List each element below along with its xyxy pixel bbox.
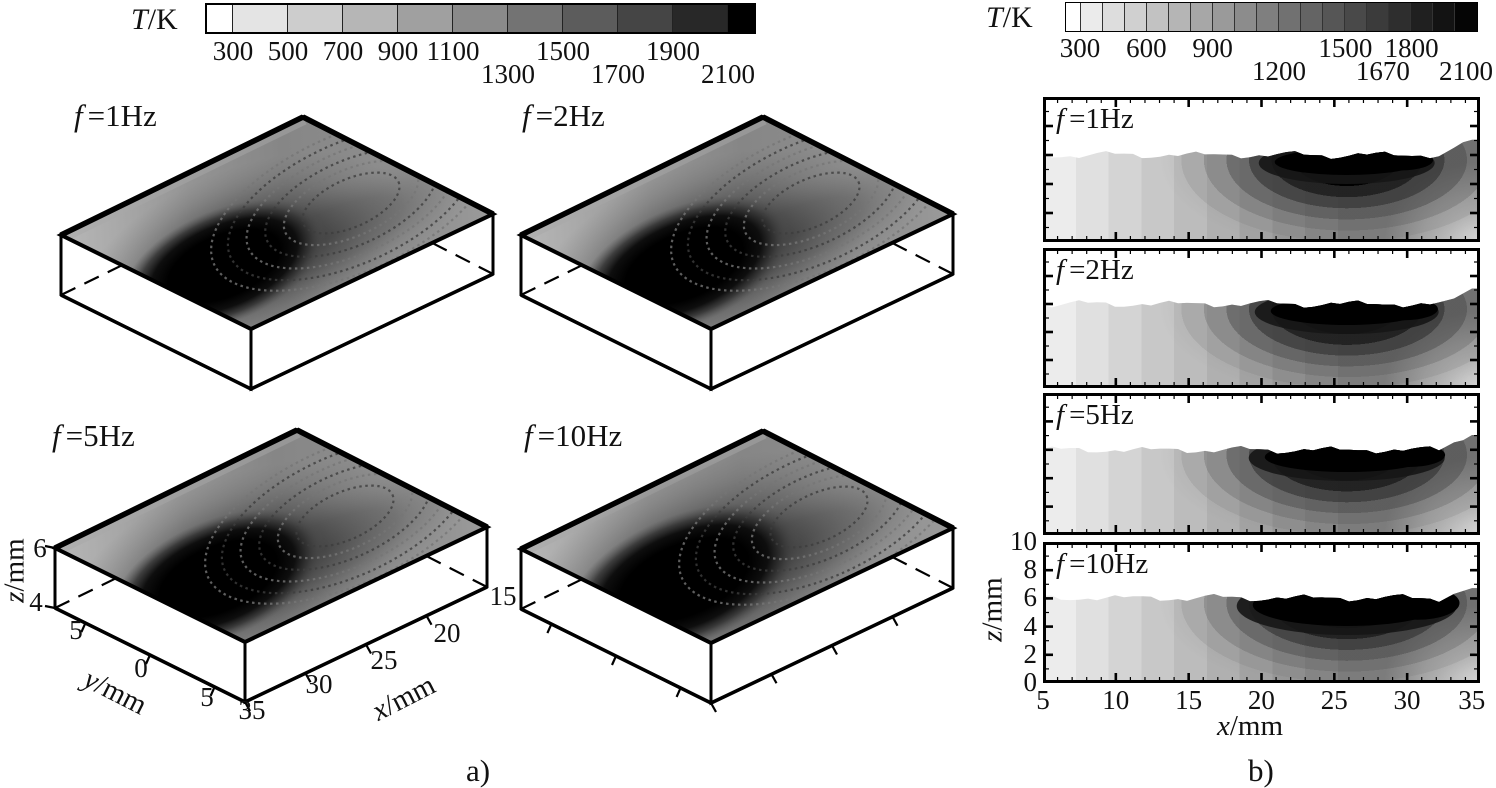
caption-b: b)	[1248, 753, 1274, 788]
a-y-tick-label: 0	[134, 653, 148, 683]
colorbar-right-segment	[1344, 3, 1367, 31]
colorbar-left-tick-label: 1100	[426, 36, 480, 66]
panel-b-f1hz-label: f =1Hz	[1056, 103, 1134, 135]
b-x-tick-label: 35	[1458, 685, 1486, 715]
colorbar-right-tick-label: 900	[1192, 33, 1233, 63]
b-x-tick-label: 20	[1247, 685, 1275, 715]
colorbar-right-segment	[1278, 3, 1301, 31]
colorbar-right-tick-label: 1800	[1384, 33, 1439, 63]
colorbar-right-segment	[1388, 3, 1411, 31]
b-z-tick-label: 2	[1023, 638, 1038, 669]
panel-a-f2hz-label: f =2Hz	[522, 98, 605, 133]
colorbar-left-tick-label: 500	[267, 36, 309, 66]
a-y-tick-label: 5	[200, 682, 214, 712]
b-z-tick-label: 6	[1023, 582, 1038, 613]
colorbar-right	[1065, 2, 1478, 32]
colorbar-left-title-symbol: T	[131, 3, 148, 36]
b-x-tick-label: 10	[1102, 685, 1130, 715]
surface-box-f2hz	[516, 114, 958, 392]
panel-b-f10hz-label: f =10Hz	[1056, 548, 1149, 580]
panel-a-f10hz-label: f =10Hz	[524, 418, 623, 453]
surface-box-f1hz	[56, 114, 498, 392]
a-x-tick-label: 15	[489, 581, 517, 611]
colorbar-right-tick-label: 1200	[1252, 56, 1306, 86]
colorbar-right-tick-label: 2100	[1439, 56, 1493, 86]
b-z-tick-label: 10	[1010, 526, 1037, 556]
colorbar-right-segment	[1322, 3, 1345, 31]
a-z-tick-label: 4	[29, 587, 43, 617]
colorbar-left-segment	[673, 5, 728, 32]
b-x-tick-label: 15	[1175, 685, 1203, 715]
colorbar-right-segment	[1066, 3, 1081, 31]
colorbar-right-tick-label: 1500	[1318, 33, 1373, 63]
colorbar-left-segment	[207, 5, 233, 32]
colorbar-left-tick-label: 700	[322, 36, 364, 66]
colorbar-left-tick-label: 1900	[646, 36, 700, 66]
colorbar-left-segment	[288, 5, 343, 32]
caption-a: a)	[466, 753, 491, 788]
colorbar-right-title-symbol: T	[986, 1, 1003, 34]
surface-box-f5hz	[44, 427, 492, 712]
colorbar-right-segment	[1102, 3, 1125, 31]
colorbar-left-title: T/K	[131, 3, 178, 37]
colorbar-left-tick-label: 1300	[481, 59, 535, 89]
b-z-tick-label: 8	[1023, 554, 1038, 585]
colorbar-right-segment	[1432, 3, 1455, 31]
colorbar-right-segment	[1080, 3, 1103, 31]
colorbar-right-tick-label: 300	[1059, 33, 1101, 63]
colorbar-left-segment	[618, 5, 673, 32]
panel-a-f5hz-label: f =5Hz	[52, 418, 135, 453]
colorbar-left-segment	[728, 5, 754, 32]
colorbar-right-segment	[1146, 3, 1169, 31]
surface-plots-svg	[44, 114, 958, 713]
colorbar-right-title-unit: /K	[1002, 1, 1033, 34]
b-x-tick-label: 5	[1036, 685, 1050, 715]
colorbar-right-tick-label: 600	[1126, 33, 1167, 63]
colorbar-left-tick-label: 300	[212, 36, 254, 66]
b-x-tick-label: 25	[1320, 685, 1348, 715]
colorbar-left-tick-label: 900	[377, 36, 419, 66]
colorbar-right-segment	[1124, 3, 1147, 31]
colorbar-left-segment	[508, 5, 563, 32]
colorbar-right-segment	[1168, 3, 1191, 31]
colorbar-right-segment	[1190, 3, 1213, 31]
colorbar-right-segment	[1212, 3, 1235, 31]
a-y-tick-label: 5	[69, 615, 83, 645]
b-z-tick-label: 0	[1023, 667, 1038, 697]
colorbar-right-segment	[1366, 3, 1389, 31]
panel-b-f2hz-label: f =2Hz	[1056, 254, 1134, 286]
colorbar-left-segment	[343, 5, 398, 32]
colorbar-right-segment	[1256, 3, 1279, 31]
colorbar-right-segment	[1454, 3, 1477, 31]
colorbar-left-tick-label: 2100	[701, 59, 755, 89]
surface-plot-group	[0, 88, 985, 748]
b-z-tick-label: 4	[1023, 610, 1038, 641]
b-z-axis-title: z/mm	[976, 577, 1009, 642]
colorbar-left-segment	[233, 5, 288, 32]
panel-b-f5hz-label: f =5Hz	[1056, 399, 1134, 431]
colorbar-right-segment	[1300, 3, 1323, 31]
colorbar-left-segment	[398, 5, 453, 32]
colorbar-right-title: T/K	[986, 1, 1033, 35]
colorbar-left-segment	[563, 5, 618, 32]
colorbar-left	[205, 3, 756, 34]
b-x-tick-label: 30	[1393, 685, 1421, 715]
panel-a-f1hz-label: f =1Hz	[74, 98, 157, 133]
a-x-tick-label: 20	[433, 618, 461, 648]
b-x-axis-title: x/mm	[1216, 710, 1284, 742]
colorbar-left-tick-label: 1700	[591, 59, 645, 89]
colorbar-right-segment	[1234, 3, 1257, 31]
a-x-tick-label: 25	[370, 645, 398, 675]
a-z-tick-label: 6	[33, 533, 47, 563]
a-z-axis-title: z/mm	[0, 538, 31, 603]
colorbar-right-tick-label: 1670	[1355, 56, 1410, 86]
colorbar-left-segment	[453, 5, 508, 32]
colorbar-left-tick-label: 1500	[536, 36, 590, 66]
colorbar-left-title-unit: /K	[147, 3, 178, 36]
a-x-tick-label: 30	[305, 669, 333, 699]
colorbar-right-segment	[1410, 3, 1433, 31]
a-x-tick-label: 35	[238, 695, 266, 725]
